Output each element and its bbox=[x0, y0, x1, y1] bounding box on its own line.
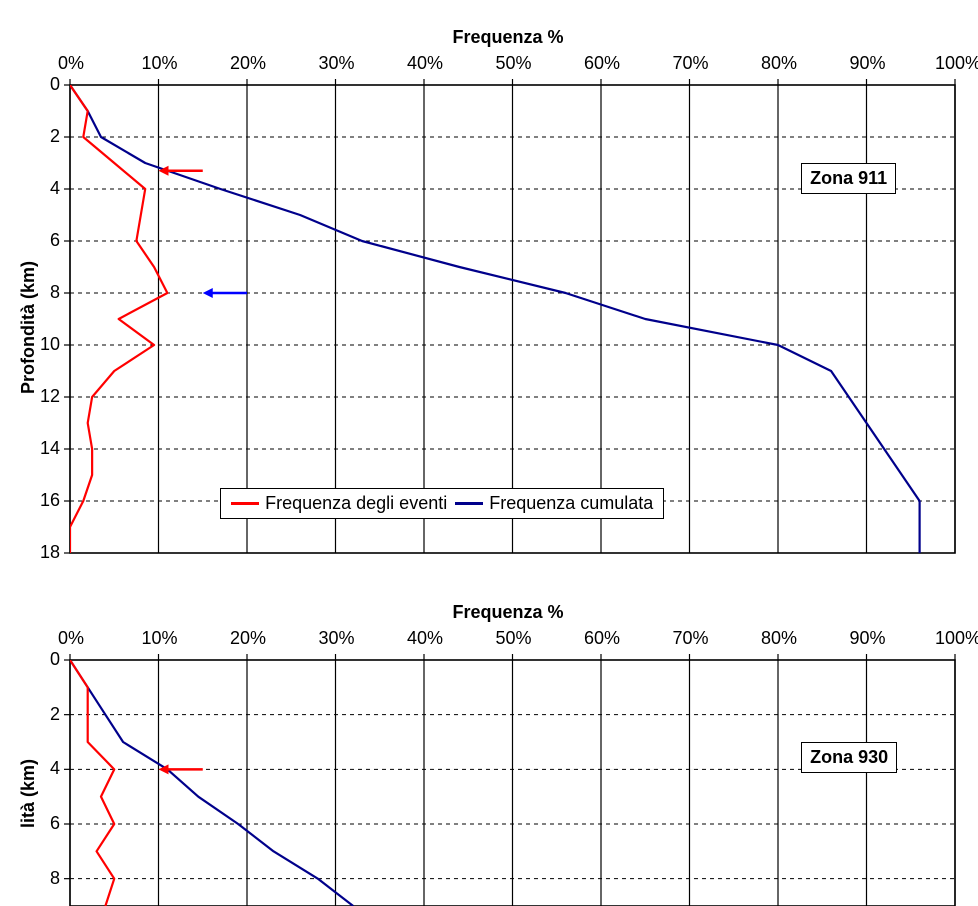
zone-label-box: Zona 930 bbox=[801, 742, 897, 773]
x-axis-title: Frequenza % bbox=[453, 602, 564, 623]
x-tick-label: 60% bbox=[581, 628, 623, 649]
x-tick-label: 40% bbox=[404, 628, 446, 649]
indicator-arrow bbox=[159, 764, 203, 774]
x-tick-label: 70% bbox=[670, 628, 712, 649]
y-tick-label: 4 bbox=[50, 758, 60, 779]
x-tick-label: 10% bbox=[139, 628, 181, 649]
x-tick-label: 80% bbox=[758, 628, 800, 649]
y-tick-label: 6 bbox=[50, 813, 60, 834]
stage: 0%10%20%30%40%50%60%70%80%90%100%0246810… bbox=[0, 0, 978, 906]
y-axis-title: lità (km) bbox=[18, 759, 39, 828]
y-tick-label: 8 bbox=[50, 868, 60, 889]
x-tick-label: 100% bbox=[935, 628, 977, 649]
y-tick-label: 2 bbox=[50, 704, 60, 725]
x-tick-label: 20% bbox=[227, 628, 269, 649]
x-tick-label: 30% bbox=[316, 628, 358, 649]
x-tick-label: 0% bbox=[50, 628, 92, 649]
x-tick-label: 90% bbox=[847, 628, 889, 649]
y-tick-label: 0 bbox=[50, 649, 60, 670]
x-tick-label: 50% bbox=[493, 628, 535, 649]
